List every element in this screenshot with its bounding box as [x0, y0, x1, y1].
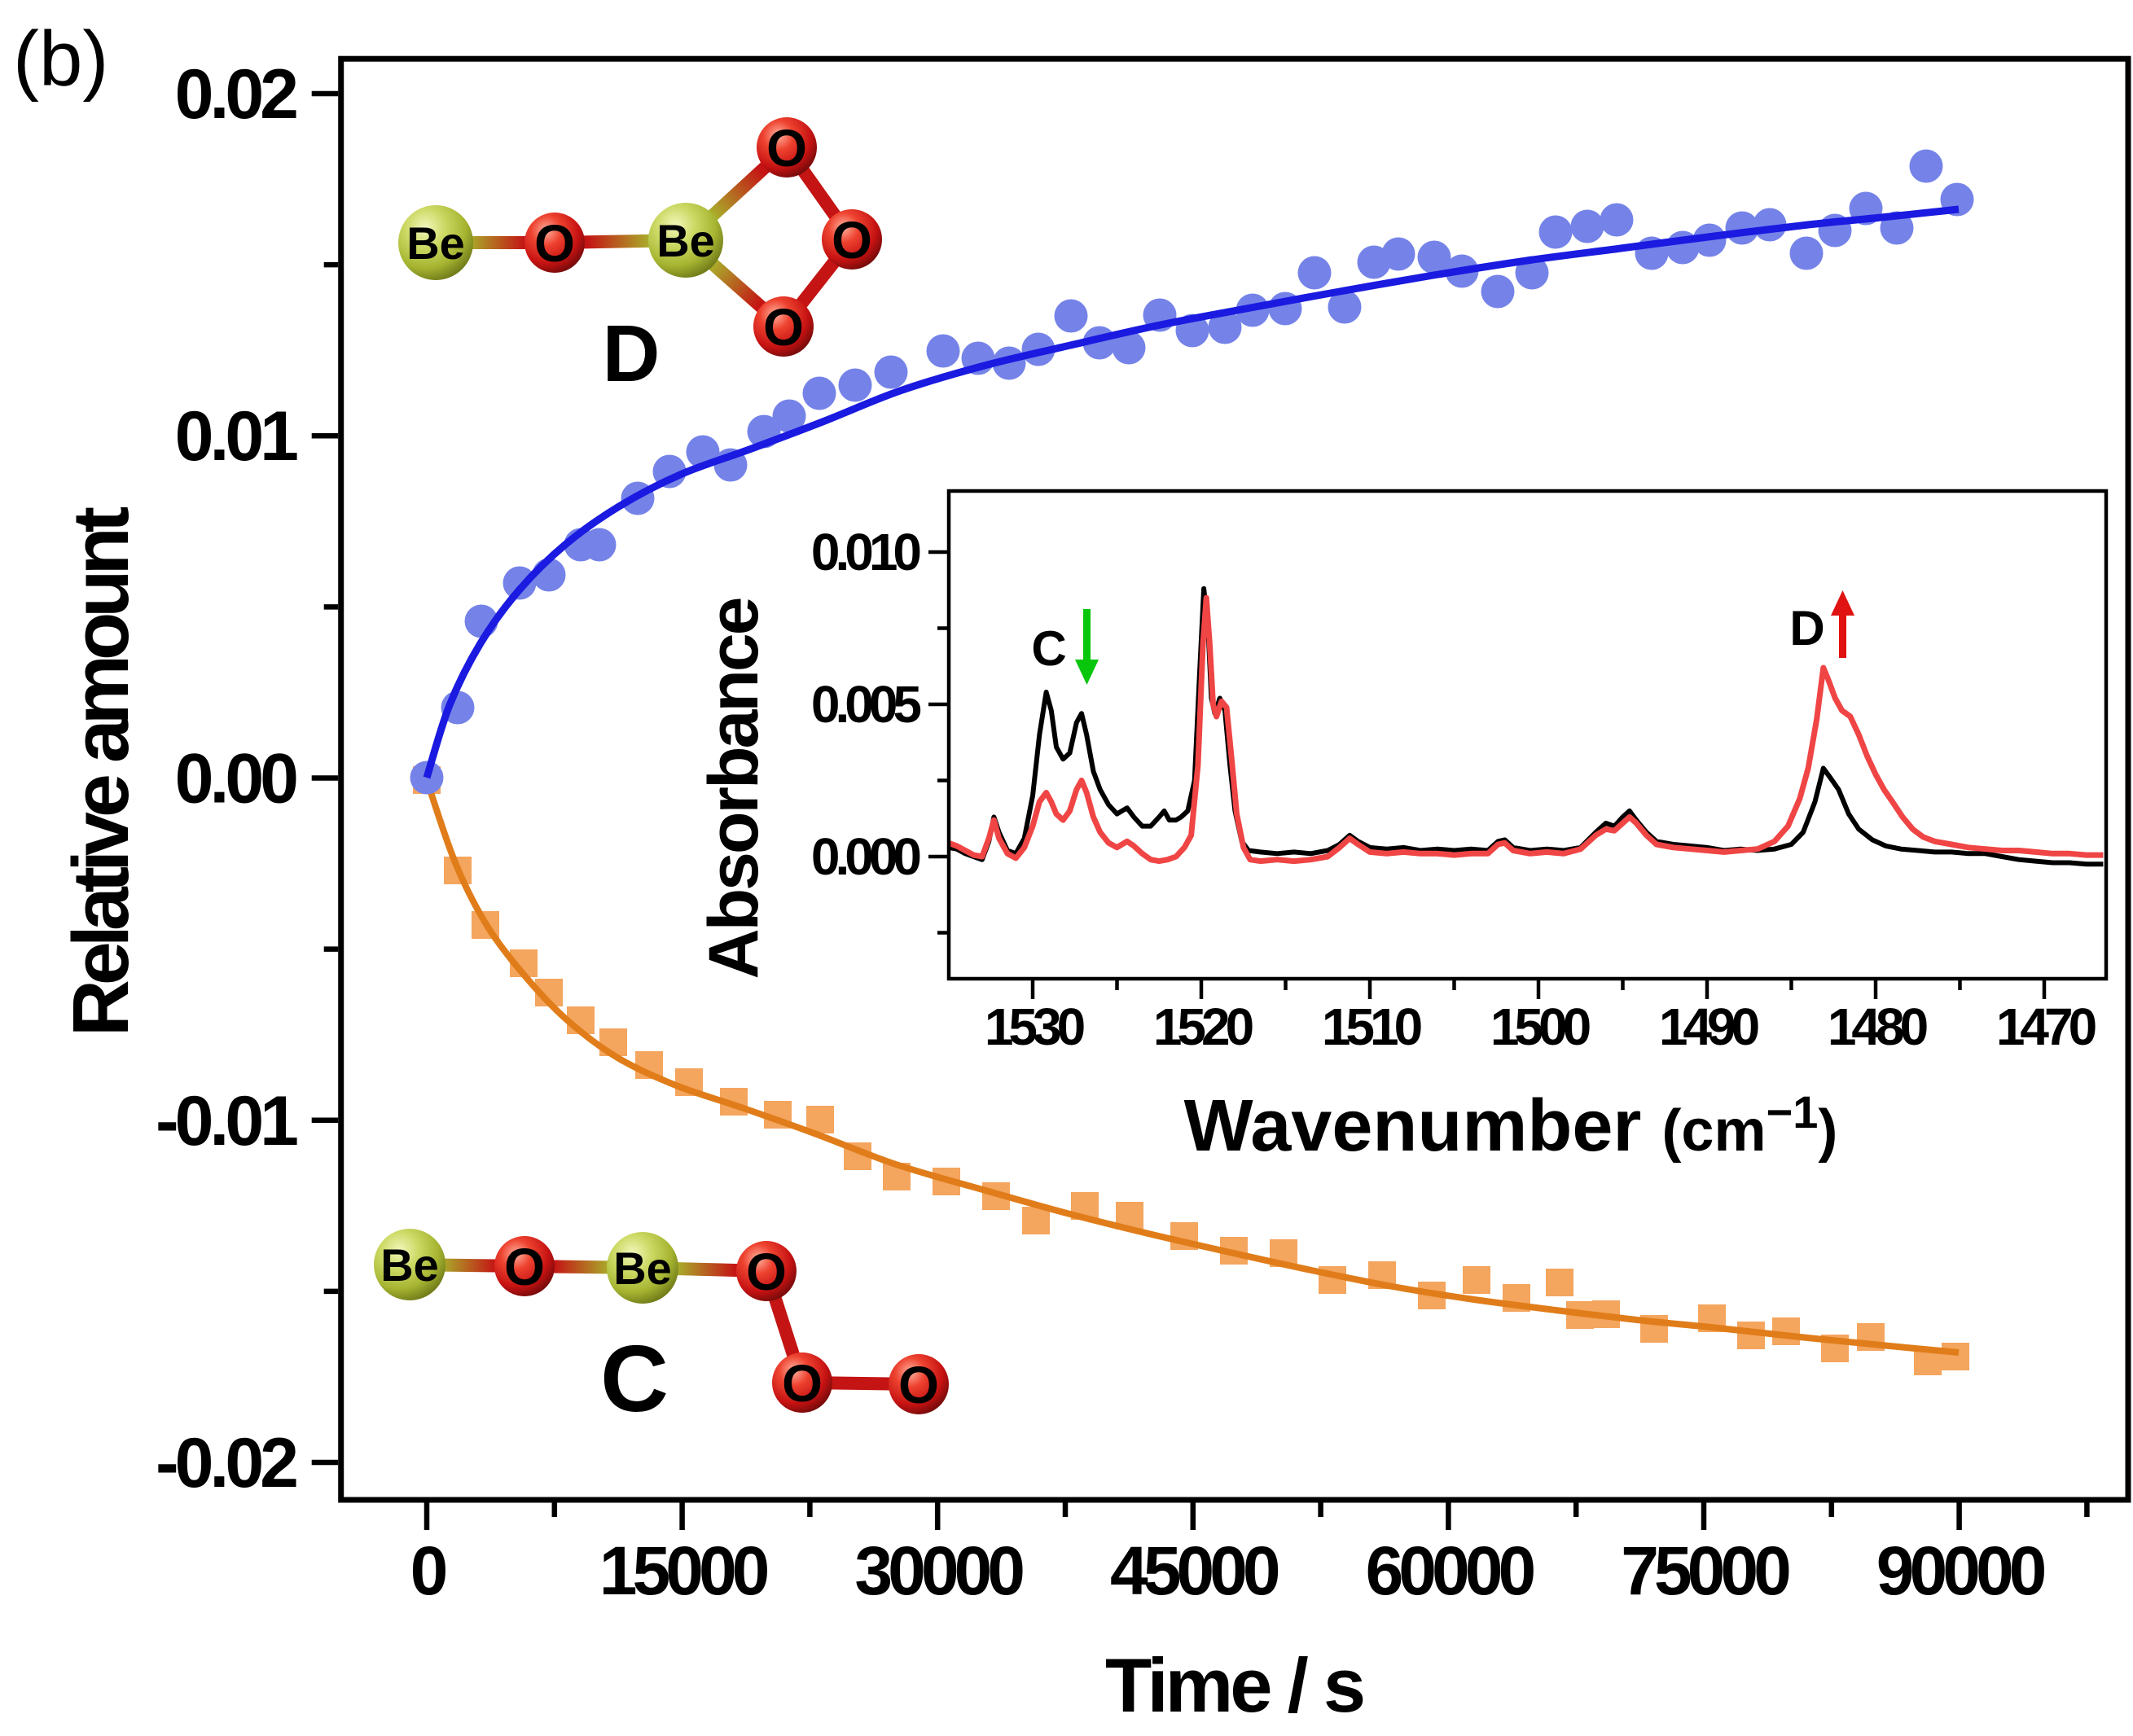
svg-text:-0.02: -0.02 — [156, 1424, 296, 1502]
svg-text:O: O — [746, 1243, 787, 1301]
svg-text:1510: 1510 — [1322, 997, 1421, 1056]
svg-text:1480: 1480 — [1828, 997, 1927, 1056]
svg-text:0.01: 0.01 — [175, 397, 298, 476]
svg-text:Be: Be — [380, 1239, 439, 1291]
svg-text:60000: 60000 — [1366, 1532, 1534, 1609]
svg-text:O: O — [763, 298, 804, 357]
svg-text:0.000: 0.000 — [811, 827, 920, 886]
svg-text:-0.01: -0.01 — [156, 1082, 297, 1160]
svg-text:Be: Be — [406, 217, 465, 269]
svg-text:1490: 1490 — [1659, 997, 1758, 1056]
svg-text:(b): (b) — [13, 15, 108, 103]
svg-text:1500: 1500 — [1490, 997, 1590, 1056]
svg-text:O: O — [832, 211, 872, 270]
svg-text:1530: 1530 — [985, 997, 1084, 1056]
svg-text:Wavenumber (cm−1): Wavenumber (cm−1) — [1184, 1085, 1838, 1167]
svg-text:O: O — [766, 119, 807, 178]
svg-text:15000: 15000 — [599, 1532, 768, 1609]
svg-text:0.010: 0.010 — [811, 523, 920, 581]
svg-text:D: D — [603, 309, 661, 398]
svg-text:0.00: 0.00 — [175, 740, 297, 818]
svg-text:Absorbance: Absorbance — [695, 598, 773, 979]
svg-text:C: C — [1031, 621, 1066, 676]
svg-text:1520: 1520 — [1153, 997, 1253, 1056]
svg-text:D: D — [1789, 601, 1824, 655]
svg-text:C: C — [600, 1326, 669, 1431]
svg-text:Be: Be — [613, 1243, 672, 1294]
svg-text:90000: 90000 — [1876, 1532, 2045, 1609]
svg-text:O: O — [504, 1238, 545, 1296]
svg-text:1470: 1470 — [1996, 997, 2096, 1056]
svg-text:O: O — [782, 1354, 823, 1413]
svg-text:0: 0 — [410, 1532, 446, 1609]
svg-text:O: O — [534, 214, 575, 273]
svg-text:Time / s: Time / s — [1105, 1642, 1363, 1728]
svg-text:0.02: 0.02 — [175, 55, 297, 134]
svg-text:0.005: 0.005 — [811, 675, 921, 734]
svg-text:Be: Be — [656, 215, 715, 266]
svg-text:45000: 45000 — [1110, 1532, 1279, 1609]
svg-text:Relative amount: Relative amount — [56, 506, 145, 1037]
svg-text:O: O — [898, 1356, 939, 1414]
svg-text:30000: 30000 — [854, 1532, 1023, 1609]
svg-text:75000: 75000 — [1621, 1532, 1789, 1609]
